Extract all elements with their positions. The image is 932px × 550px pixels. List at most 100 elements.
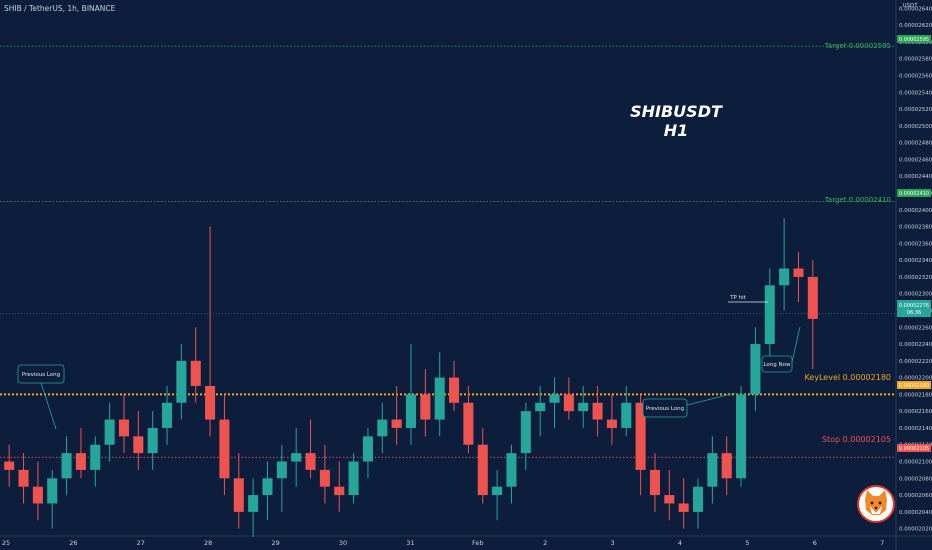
candle-body [578,402,589,412]
target-2-label: Target 0.00002410 [824,196,891,204]
time-tick-label: 25 [2,539,10,547]
time-tick-label: 27 [137,539,145,547]
candle-body [506,453,517,487]
shiba-inu-logo-icon [857,485,895,523]
price-tick-label: 0.00002320 [899,275,932,281]
price-tick-label: 0.00002180 [899,392,932,398]
time-tick-label: 28 [204,539,212,547]
price-tick-label: 0.00002040 [899,510,932,516]
stop-badge [897,444,931,452]
candle-body [764,285,775,345]
price-tick-label: 0.00002400 [899,208,932,214]
candle-body [305,453,316,470]
price-tick-label: 0.00002540 [899,90,932,96]
candle-body [563,394,574,412]
candle-body [319,469,330,487]
price-tick-label: 0.00002020 [899,527,932,533]
candle-body [434,377,445,420]
candle-body [334,486,345,496]
long-now-callout: Long Now [761,326,801,373]
candle-body [692,486,704,512]
price-tick-label: 0.00002480 [899,141,932,147]
chart-title-symbol: SHIBUSDT [630,102,723,121]
keylevel-badge-value: 0.00002180 [899,383,929,389]
price-tick-label: 0.00002640 [899,6,932,12]
previous-long-text-2: Previous Long [646,406,684,412]
time-tick-label: 6 [813,539,817,547]
price-tick-label: 0.00002060 [899,493,932,499]
candle-body [549,394,560,403]
price-tick-label: 0.00002080 [899,476,932,482]
candle-body [90,444,101,470]
candle-body [233,478,244,512]
candle-body [807,276,818,319]
previous-long-callout-2: Previous Long [642,392,736,418]
stop-label: Stop 0.00002105 [822,435,891,444]
previous-long-text-1: Previous Long [22,372,60,378]
candle-body [477,444,488,496]
candle-body [176,360,187,403]
candle-body [61,453,72,479]
candle-body [147,427,158,454]
candle-body [4,461,15,470]
currency-label: USDT [902,3,918,9]
candle-body [649,469,660,496]
price-scale[interactable] [896,0,932,550]
time-tick-label: 4 [678,539,682,547]
price-tick-label: 0.00002160 [899,409,932,415]
candle-body [75,453,86,470]
candle-body [492,486,503,496]
price-tick-label: 0.00002340 [899,258,932,264]
candle-body [104,419,115,445]
target-1-label: Target 0.00002595 [824,42,891,50]
candle-body [736,394,747,479]
candle-body [248,495,259,512]
candle-body [219,419,230,479]
candle-body [362,436,373,462]
stop-badge-value: 0.00002105 [899,446,929,452]
price-tick-label: 0.00002460 [899,157,932,163]
candle-body [32,486,43,504]
time-axis: 25 26 27 28 29 30 31 Feb 2 3 4 5 6 7 [2,539,884,547]
candle-body [664,495,675,504]
countdown-value: 06:36 [907,310,921,316]
current-price-value: 0.00002276 [899,303,929,309]
candle-body [520,411,531,454]
candle-body [162,402,173,428]
candles [4,218,818,538]
candle-body [262,478,273,496]
target-2-badge [897,189,931,197]
target-1-badge [897,35,931,43]
candle-body [592,402,603,420]
previous-long-callout-1: Previous Long [17,364,65,430]
current-price-badge [897,300,931,317]
candle-body [535,402,546,412]
candle-body [47,478,58,504]
tp-hit-text: TP hit [729,295,746,301]
candle-body [190,360,201,386]
candle-body [118,419,130,437]
tp-hit-marker: TP hit [728,295,768,303]
candle-body [420,394,431,420]
plot-area[interactable] [0,0,896,536]
candle-body [750,344,761,395]
price-tick-label: 0.00002520 [899,107,932,113]
price-tick-label: 0.00002260 [899,325,932,331]
price-tick-label: 0.00002100 [899,460,932,466]
candle-body [721,453,732,479]
symbol-header: SHIB / TetherUS, 1h, BINANCE [4,4,116,13]
candle-body [205,385,216,420]
time-tick-label: 3 [611,539,615,547]
time-tick-label: 26 [69,539,77,547]
candle-body [621,402,632,428]
price-tick-label: 0.00002440 [899,174,932,180]
candle-body [606,419,617,428]
time-tick-label: 29 [271,539,279,547]
price-tick-label: 0.00002500 [899,124,932,130]
long-now-text: Long Now [763,362,791,368]
target-2-badge-value: 0.00002410 [899,191,929,197]
time-tick-label: Feb [472,539,484,547]
price-tick-label: 0.00002560 [899,74,932,80]
price-tick-label: 0.00002580 [899,57,932,63]
